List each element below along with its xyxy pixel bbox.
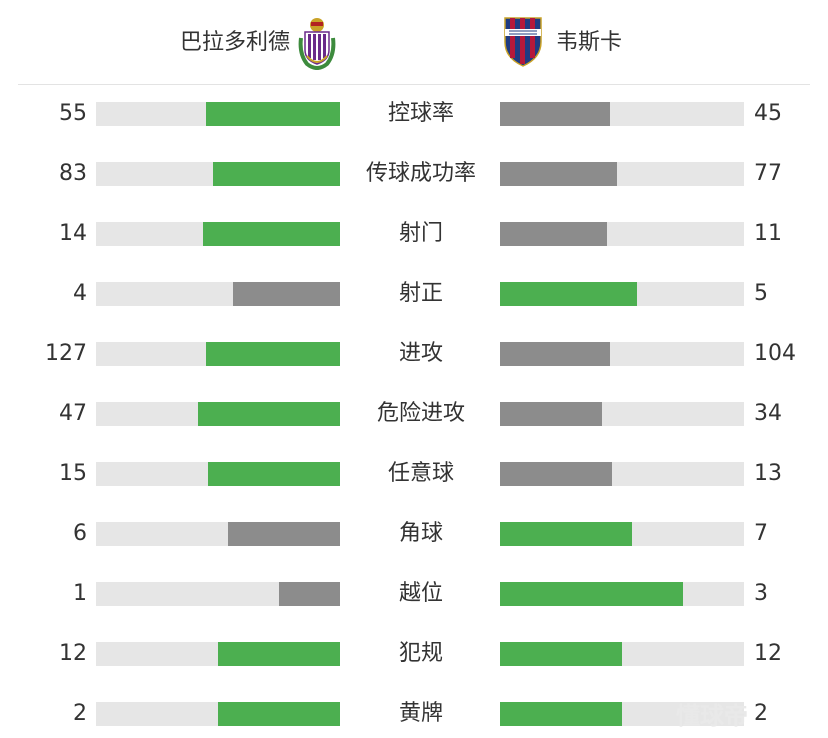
away-stat-value: 13 (754, 461, 782, 486)
stat-row: 15 任意球 13 (0, 452, 828, 496)
stat-label: 任意球 (387, 461, 454, 486)
away-stat-bar (500, 702, 744, 726)
match-header: 巴拉多利德 韦斯卡 (18, 0, 810, 85)
away-stat-bar-fill (500, 162, 617, 186)
stat-row: 55 控球率 45 (0, 92, 828, 136)
home-stat-bar (96, 222, 340, 246)
home-stat-bar (96, 402, 340, 426)
stat-label: 传球成功率 (365, 161, 476, 186)
away-stat-bar (500, 642, 744, 666)
stat-row: 4 射正 5 (0, 272, 828, 316)
away-stat-value: 45 (754, 101, 782, 126)
away-stat-bar (500, 522, 744, 546)
stat-label: 黄牌 (398, 701, 443, 726)
home-stat-bar-fill (279, 582, 340, 606)
home-stat-value: 1 (73, 581, 87, 606)
stat-label: 角球 (398, 521, 443, 546)
stat-row: 12 犯规 12 (0, 632, 828, 676)
home-stat-bar-fill (206, 102, 340, 126)
stat-label: 射门 (398, 221, 443, 246)
home-stat-bar-fill (233, 282, 340, 306)
stat-row: 6 角球 7 (0, 512, 828, 556)
home-team-name: 巴拉多利德 (179, 30, 290, 55)
home-stat-value: 14 (59, 221, 87, 246)
home-stat-bar (96, 462, 340, 486)
away-stat-bar (500, 462, 744, 486)
away-stat-bar (500, 282, 744, 306)
home-stat-value: 6 (73, 521, 87, 546)
stat-row: 83 传球成功率 77 (0, 152, 828, 196)
away-stat-bar-fill (500, 402, 602, 426)
away-team-name: 韦斯卡 (556, 30, 623, 55)
home-stat-bar (96, 582, 340, 606)
stat-label: 犯规 (398, 641, 443, 666)
away-stat-value: 77 (754, 161, 782, 186)
stat-label: 控球率 (387, 101, 454, 126)
away-stat-bar-fill (500, 702, 622, 726)
home-stat-bar (96, 282, 340, 306)
home-stat-value: 15 (59, 461, 87, 486)
home-stat-bar (96, 702, 340, 726)
stat-row: 47 危险进攻 34 (0, 392, 828, 436)
away-stat-bar-fill (500, 582, 683, 606)
stat-label: 越位 (398, 581, 443, 606)
away-stat-value: 34 (754, 401, 782, 426)
home-stat-value: 2 (73, 701, 87, 726)
home-stat-value: 127 (45, 341, 87, 366)
away-stat-bar-fill (500, 462, 612, 486)
away-stat-value: 12 (754, 641, 782, 666)
away-stat-value: 104 (754, 341, 796, 366)
away-stat-bar (500, 582, 744, 606)
home-stat-bar (96, 642, 340, 666)
home-stat-bar (96, 162, 340, 186)
away-stat-bar-fill (500, 282, 637, 306)
home-stat-value: 4 (73, 281, 87, 306)
stat-row: 14 射门 11 (0, 212, 828, 256)
stat-label: 射正 (398, 281, 443, 306)
away-stat-value: 3 (754, 581, 768, 606)
home-stat-bar-fill (228, 522, 340, 546)
away-stat-bar-fill (500, 642, 622, 666)
stat-row: 2 黄牌 2 (0, 692, 828, 736)
stat-row: 127 进攻 104 (0, 332, 828, 376)
home-stat-bar-fill (203, 222, 340, 246)
away-stat-bar-fill (500, 342, 610, 366)
watermark: 懂球帝 (676, 702, 748, 730)
away-stat-bar-fill (500, 222, 607, 246)
away-stat-value: 11 (754, 221, 782, 246)
home-stat-bar-fill (213, 162, 340, 186)
away-stat-bar (500, 162, 744, 186)
away-stat-bar-fill (500, 522, 632, 546)
away-stat-bar (500, 222, 744, 246)
home-stat-value: 47 (59, 401, 87, 426)
away-stat-bar-fill (500, 102, 610, 126)
away-stat-bar (500, 342, 744, 366)
home-stat-value: 12 (59, 641, 87, 666)
home-stat-value: 83 (59, 161, 87, 186)
home-stat-bar-fill (218, 642, 340, 666)
home-stat-bar (96, 522, 340, 546)
sd-huesca-crest-icon (504, 17, 542, 67)
home-stat-bar (96, 102, 340, 126)
stat-label: 进攻 (398, 341, 443, 366)
away-stat-value: 5 (754, 281, 768, 306)
home-stat-bar-fill (198, 402, 340, 426)
stat-label: 危险进攻 (376, 401, 465, 426)
away-stat-value: 2 (754, 701, 768, 726)
home-stat-bar-fill (206, 342, 340, 366)
away-stat-bar (500, 102, 744, 126)
away-stat-bar (500, 402, 744, 426)
home-stat-bar (96, 342, 340, 366)
home-stat-bar-fill (218, 702, 340, 726)
home-stat-bar-fill (208, 462, 340, 486)
stat-row: 1 越位 3 (0, 572, 828, 616)
real-valladolid-crest-icon (298, 18, 336, 70)
home-stat-value: 55 (59, 101, 87, 126)
away-stat-value: 7 (754, 521, 768, 546)
